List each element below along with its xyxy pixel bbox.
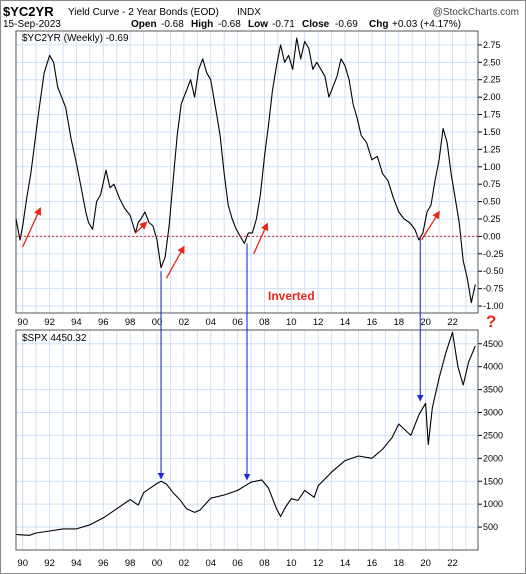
red-arrow — [421, 210, 440, 241]
y-tick-label: 1.00 — [483, 162, 501, 172]
y-tick-label: 4000 — [483, 362, 503, 372]
y-tick-label: 0.50 — [483, 197, 501, 207]
open-label: Open — [131, 19, 157, 30]
x-tick-label: 12 — [313, 317, 324, 328]
x-axis-years: 90 92 94 96 98 00 02 04 06 08 10 12 14 16 18 20 22 — [17, 317, 457, 328]
y-tick-label: 1.50 — [483, 127, 501, 137]
high-label: High — [191, 19, 213, 30]
y-tick-label: 1500 — [483, 476, 503, 486]
y-tick-label: -0.25 — [483, 249, 504, 259]
x-tick-label: 90 — [17, 317, 28, 328]
x-axis-years-bottom: 90 92 94 96 98 00 02 04 06 08 10 12 14 16 18 20 22 — [17, 558, 457, 569]
x-tick-label: 10 — [286, 317, 297, 328]
ohlc-summary: Open -0.68 High -0.68 Low -0.71 Close -0… — [131, 19, 461, 30]
x-tick-label: 98 — [125, 558, 136, 569]
x-tick-label: 02 — [179, 558, 190, 569]
x-tick-label: 18 — [393, 558, 404, 569]
low-label: Low — [248, 19, 268, 30]
y-tick-label: 1000 — [483, 499, 503, 509]
inverted-label: Inverted — [268, 289, 315, 303]
x-tick-label: 06 — [232, 558, 243, 569]
x-tick-label: 02 — [179, 317, 190, 328]
y-tick-label: 1.25 — [483, 144, 501, 154]
x-tick-label: 22 — [447, 317, 458, 328]
chg-label: Chg — [369, 19, 388, 30]
x-tick-label: 04 — [205, 558, 216, 569]
yc-legend: $YC2YR (Weekly) -0.69 — [22, 33, 129, 44]
red-arrow — [135, 221, 148, 234]
x-tick-label: 16 — [367, 558, 378, 569]
x-tick-label: 98 — [125, 317, 136, 328]
date-label: 15-Sep-2023 — [3, 19, 61, 30]
x-tick-label: 12 — [313, 558, 324, 569]
x-tick-label: 00 — [152, 558, 163, 569]
red-arrow — [253, 222, 269, 255]
y-tick-label: 4500 — [483, 339, 503, 349]
y-tick-label: 2.75 — [483, 40, 501, 50]
x-tick-label: 94 — [71, 558, 82, 569]
x-tick-label: 06 — [232, 317, 243, 328]
x-tick-label: 08 — [259, 317, 270, 328]
x-tick-label: 18 — [393, 317, 404, 328]
y-tick-label: 3000 — [483, 408, 503, 418]
x-tick-label: 00 — [152, 317, 163, 328]
spx-panel: 4500 4000 3500 3000 2500 2000 1500 1000 500 — [15, 329, 503, 551]
close-label: Close — [302, 19, 330, 30]
series-line — [15, 331, 476, 536]
chart-description: Yield Curve - 2 Year Bonds (EOD) — [68, 7, 219, 18]
x-tick-label: 90 — [17, 558, 28, 569]
close-value: -0.69 — [335, 19, 358, 30]
y-tick-label: 2.25 — [483, 75, 501, 85]
x-tick-label: 14 — [340, 558, 351, 569]
y-tick-label: 0.25 — [483, 214, 501, 224]
x-tick-label: 04 — [205, 317, 216, 328]
exchange-label: INDX — [237, 7, 261, 18]
y-tick-label: 3500 — [483, 385, 503, 395]
watermark: @StockCharts.com — [433, 7, 519, 18]
y-tick-label: 0.00 — [483, 231, 501, 241]
question-mark: ? — [486, 312, 496, 331]
y-tick-label: 2000 — [483, 453, 503, 463]
x-tick-label: 16 — [367, 317, 378, 328]
x-tick-label: 92 — [44, 558, 55, 569]
low-value: -0.71 — [272, 19, 295, 30]
y-tick-label: 0.75 — [483, 179, 501, 189]
annotations-layer — [22, 207, 440, 481]
y-tick-label: -1.00 — [483, 301, 504, 311]
x-tick-label: 08 — [259, 558, 270, 569]
red-arrow — [22, 207, 42, 248]
red-arrow — [165, 245, 185, 279]
spx-legend: $SPX 4450.32 — [22, 333, 87, 344]
y-tick-label: 500 — [483, 522, 498, 532]
series-line — [15, 37, 476, 304]
x-tick-label: 94 — [71, 317, 82, 328]
x-tick-label: 20 — [420, 317, 431, 328]
y-tick-label: 1.75 — [483, 110, 501, 120]
yield-curve-panel: 2.75 2.50 2.25 2.00 1.75 1.50 1.25 1.00 0.75 0.50… — [15, 30, 504, 314]
high-value: -0.68 — [218, 19, 241, 30]
y-tick-label: 2.50 — [483, 57, 501, 67]
x-tick-label: 22 — [447, 558, 458, 569]
x-tick-label: 96 — [98, 558, 109, 569]
y-tick-label: -0.75 — [483, 284, 504, 294]
x-tick-label: 92 — [44, 317, 55, 328]
y-tick-label: 2.00 — [483, 92, 501, 102]
chg-value: +0.03 (+4.17%) — [392, 19, 461, 30]
x-tick-label: 14 — [340, 317, 351, 328]
y-tick-label: -0.50 — [483, 266, 504, 276]
x-tick-label: 20 — [420, 558, 431, 569]
open-value: -0.68 — [161, 19, 184, 30]
x-tick-label: 96 — [98, 317, 109, 328]
x-tick-label: 10 — [286, 558, 297, 569]
y-tick-label: 2500 — [483, 430, 503, 440]
symbol-label: $YC2YR — [3, 4, 54, 19]
